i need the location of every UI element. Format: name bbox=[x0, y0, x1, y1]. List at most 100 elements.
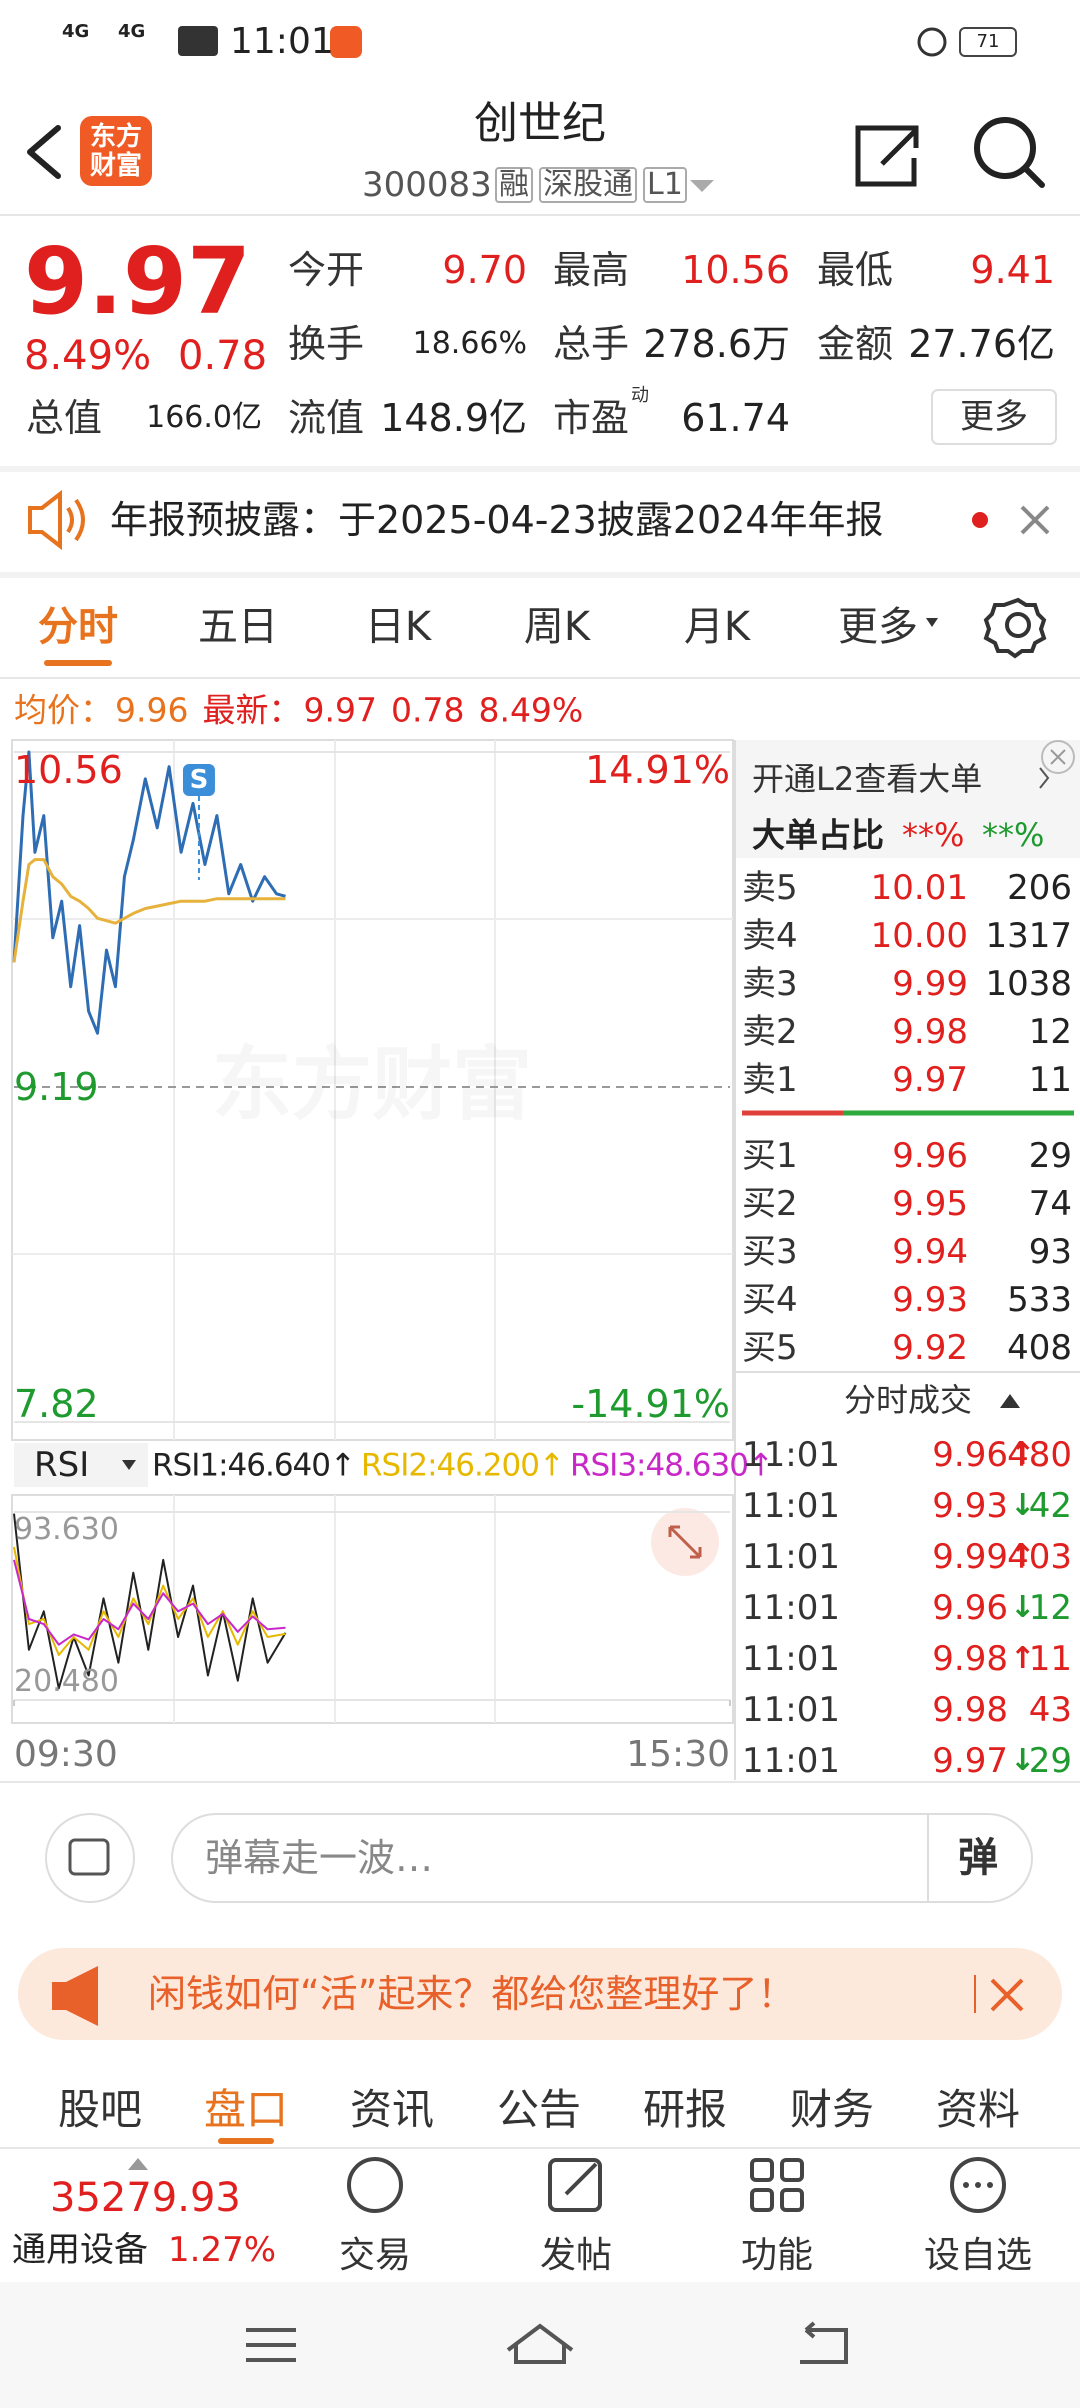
danmaku-button[interactable]: 弹 bbox=[958, 1835, 998, 1881]
book-price: 9.96 bbox=[892, 1136, 968, 1176]
status-time: 11:01 bbox=[230, 21, 334, 62]
trade-volume: 43 bbox=[1028, 1690, 1072, 1730]
l2-link[interactable]: 开通L2查看大单 bbox=[752, 760, 983, 798]
watch-icon bbox=[950, 2157, 1006, 2213]
chart-tab[interactable]: 分时 bbox=[38, 604, 118, 650]
book-volume: 93 bbox=[1028, 1232, 1072, 1272]
close-notice[interactable] bbox=[1020, 505, 1050, 535]
trade-time: 11:01 bbox=[742, 1741, 840, 1781]
comment-input[interactable] bbox=[171, 1813, 1033, 1903]
trade-price: 9.98 bbox=[932, 1639, 1008, 1679]
book-label: 卖3 bbox=[742, 964, 798, 1004]
sort-icon bbox=[1000, 1394, 1020, 1408]
y-tick-label: 20.480 bbox=[14, 1664, 119, 1699]
menu-button[interactable] bbox=[246, 2328, 296, 2362]
banner-text[interactable]: 闲钱如何“活”起来？都给您整理好了！ bbox=[148, 1972, 796, 2016]
book-price: 10.00 bbox=[870, 916, 968, 956]
action-label[interactable]: 设自选 bbox=[923, 2235, 1033, 2276]
close-icon bbox=[1050, 749, 1066, 765]
comment-placeholder[interactable]: 弹幕走一波… bbox=[205, 1836, 434, 1880]
summary-item: 均价： bbox=[14, 690, 113, 730]
book-label: 买1 bbox=[742, 1136, 798, 1176]
settings-button[interactable] bbox=[983, 597, 1047, 659]
chart-tab[interactable]: 月K bbox=[683, 604, 751, 650]
dot bbox=[975, 2182, 981, 2188]
section-tab[interactable]: 研报 bbox=[642, 2085, 728, 2134]
share-arrow bbox=[880, 125, 919, 166]
func-icon bbox=[750, 2188, 774, 2212]
stock-tag: 融 bbox=[495, 167, 533, 203]
trade-price: 9.97 bbox=[932, 1741, 1008, 1781]
func-icon bbox=[780, 2158, 804, 2182]
share-icon bbox=[855, 125, 917, 187]
home-button[interactable] bbox=[506, 2323, 574, 2364]
trade-price: 9.99 bbox=[932, 1537, 1008, 1577]
field-label: 金额 bbox=[817, 322, 894, 366]
nav-bar bbox=[0, 2282, 1080, 2408]
back-nav-button[interactable] bbox=[800, 2321, 848, 2364]
charts bbox=[12, 750, 731, 1706]
expand-icon bbox=[668, 1525, 702, 1559]
stock-tag: 深股通 bbox=[539, 167, 637, 203]
search-handle bbox=[1023, 166, 1045, 188]
section-tab[interactable]: 盘口 bbox=[203, 2085, 289, 2134]
share-button[interactable] bbox=[855, 125, 919, 187]
legend-entry: RSI1:46.640↑ bbox=[152, 1447, 356, 1484]
banner-bg[interactable] bbox=[18, 1948, 1062, 2040]
big-order-label: 大单占比 bbox=[752, 815, 884, 855]
section-tab[interactable]: 资料 bbox=[935, 2085, 1021, 2134]
tab-underline bbox=[44, 660, 112, 666]
section-tab[interactable]: 股吧 bbox=[57, 2085, 143, 2134]
series-line bbox=[13, 1559, 286, 1646]
book-label: 买2 bbox=[742, 1184, 798, 1224]
book-price: 9.99 bbox=[892, 964, 968, 1004]
grid-layout bbox=[12, 740, 733, 1723]
dropdown-icon bbox=[122, 1460, 136, 1470]
action-label[interactable]: 发帖 bbox=[539, 2235, 613, 2276]
summary-item: 9.96 bbox=[115, 690, 189, 730]
chart-tab[interactable]: 周K bbox=[523, 604, 591, 650]
index-value[interactable]: 35279.93 bbox=[50, 2175, 241, 2221]
dropdown-icon[interactable] bbox=[690, 180, 714, 192]
trade-volume: 42 bbox=[1028, 1486, 1072, 1526]
field-value: 278.6万 bbox=[643, 322, 790, 366]
up-icon bbox=[128, 2158, 148, 2170]
search-button[interactable] bbox=[974, 117, 1045, 188]
comment-tool[interactable] bbox=[45, 1813, 135, 1903]
section-tab[interactable]: 公告 bbox=[496, 2085, 582, 2134]
nav-icons bbox=[246, 2321, 848, 2364]
notice-text[interactable]: 年报预披露：于2025-04-23披露2024年年报 bbox=[110, 498, 884, 542]
back-button[interactable] bbox=[27, 125, 61, 179]
search-icon bbox=[974, 117, 1036, 179]
section-tab[interactable]: 财务 bbox=[789, 2085, 875, 2134]
chart-tab[interactable]: 日K bbox=[364, 604, 432, 650]
book-price: 9.94 bbox=[892, 1232, 968, 1272]
divider bbox=[0, 572, 1080, 578]
book-volume: 11 bbox=[1028, 1060, 1072, 1100]
close-panel[interactable] bbox=[1041, 740, 1075, 774]
annotation-text: S bbox=[189, 765, 209, 795]
trade-volume: 480 bbox=[1007, 1435, 1072, 1475]
book-price: 9.93 bbox=[892, 1280, 968, 1320]
action-label[interactable]: 功能 bbox=[740, 2235, 814, 2276]
trade-time: 11:01 bbox=[742, 1690, 840, 1730]
book-volume: 206 bbox=[1007, 868, 1072, 908]
chart-tab[interactable]: 五日 bbox=[198, 604, 278, 650]
pen bbox=[564, 2162, 598, 2196]
waves bbox=[66, 498, 85, 542]
more-button-text[interactable]: 更多 bbox=[960, 397, 1028, 437]
legend-entry: RSI2:46.200↑ bbox=[360, 1447, 565, 1484]
field-value: 61.74 bbox=[681, 396, 790, 440]
action-label[interactable]: 交易 bbox=[338, 2235, 412, 2276]
chart-tab[interactable]: 更多 bbox=[838, 604, 918, 650]
section-tab[interactable]: 资讯 bbox=[349, 2085, 435, 2134]
series-line bbox=[13, 1513, 287, 1690]
trade-arrow: ↑ bbox=[1010, 1437, 1036, 1472]
indicator-selector[interactable]: RSI bbox=[34, 1445, 90, 1485]
y-tick-label: 7.82 bbox=[14, 1382, 99, 1426]
more-button[interactable] bbox=[931, 389, 1057, 445]
trade-arrow: ↓ bbox=[1010, 1590, 1036, 1625]
close-banner[interactable] bbox=[990, 1978, 1024, 2012]
